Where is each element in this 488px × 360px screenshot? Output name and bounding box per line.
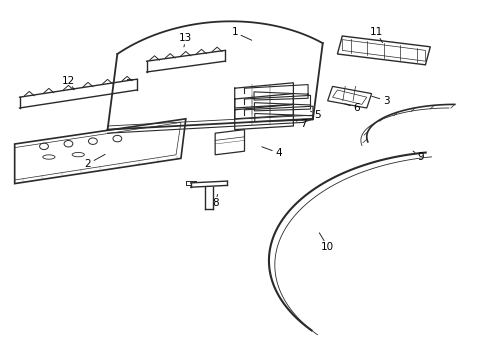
Text: 7: 7	[299, 119, 306, 129]
Text: 2: 2	[84, 159, 91, 169]
Text: 12: 12	[61, 76, 75, 86]
Text: 11: 11	[369, 27, 383, 37]
Text: 10: 10	[321, 242, 333, 252]
Text: 8: 8	[211, 198, 218, 208]
Text: 4: 4	[275, 148, 282, 158]
Text: 5: 5	[314, 110, 321, 120]
Text: 9: 9	[416, 152, 423, 162]
Text: 6: 6	[353, 103, 360, 113]
Text: 1: 1	[231, 27, 238, 37]
Text: 13: 13	[179, 33, 192, 43]
Text: 3: 3	[382, 96, 389, 106]
